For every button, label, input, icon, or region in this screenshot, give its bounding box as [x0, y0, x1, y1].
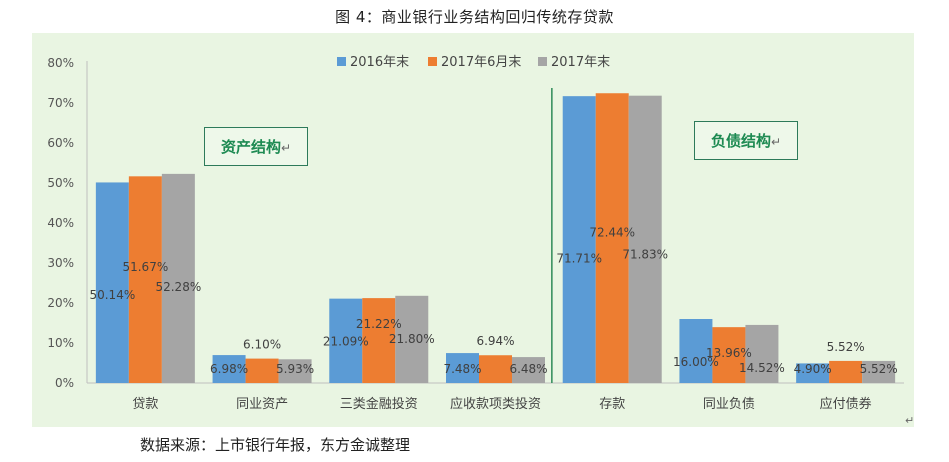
figure-title: 图 4：商业银行业务结构回归传统存贷款 — [335, 8, 614, 26]
data-label: 6.48% — [509, 362, 547, 376]
bar — [562, 96, 596, 383]
data-label: 14.52% — [739, 361, 785, 375]
data-label: 5.52% — [860, 362, 898, 376]
return-mark: ↵ — [771, 135, 782, 149]
bar — [862, 360, 896, 383]
data-label: 50.14% — [89, 288, 135, 302]
legend-swatch — [337, 57, 346, 66]
data-label: 71.83% — [622, 247, 668, 261]
bar — [245, 358, 279, 383]
data-label: 7.48% — [443, 362, 481, 376]
data-label: 71.71% — [556, 252, 602, 266]
bar — [595, 93, 629, 384]
bar — [278, 359, 312, 383]
data-label: 5.52% — [827, 340, 865, 354]
x-tick-label: 三类金融投资 — [340, 396, 418, 412]
bar — [362, 298, 396, 383]
chart-panel: 0% 10% 20% 30% 40% 50% 60% 70% 80% 贷款 50.14% 51.67%… — [32, 33, 914, 427]
data-label: 5.93% — [276, 362, 314, 376]
data-label: 21.22% — [356, 317, 402, 331]
bar — [829, 360, 863, 383]
legend-label: 2016年末 — [350, 55, 409, 70]
bar — [679, 319, 713, 383]
y-tick-label: 0% — [55, 376, 74, 390]
data-label: 21.80% — [389, 332, 435, 346]
x-tick-label: 应付债券 — [820, 396, 872, 412]
data-label: 51.67% — [122, 260, 168, 274]
bar-chart: 0% 10% 20% 30% 40% 50% 60% 70% 80% 贷款 50.14% 51.67%… — [47, 55, 904, 412]
bar — [128, 176, 162, 383]
bar — [745, 324, 779, 383]
data-label: 6.98% — [210, 362, 248, 376]
bar — [512, 357, 545, 383]
y-tick-label: 10% — [47, 336, 74, 350]
bar — [161, 173, 195, 383]
data-label: 21.09% — [323, 335, 369, 349]
liability-structure-label: 负债结构 — [711, 132, 772, 150]
bar — [95, 182, 129, 383]
x-tick-label: 应收款项类投资 — [450, 396, 541, 412]
legend-label: 2017年末 — [551, 55, 610, 70]
bar — [212, 355, 246, 383]
liability-structure-annotation: 负债结构↵ — [694, 121, 799, 160]
bar — [329, 298, 363, 383]
x-tick-label: 同业负债 — [703, 397, 755, 412]
y-tick-label: 20% — [47, 296, 74, 310]
asset-structure-label: 资产结构 — [221, 138, 282, 156]
y-tick-label: 30% — [47, 256, 74, 270]
legend-swatch — [538, 57, 547, 66]
y-tick-label: 40% — [47, 216, 74, 230]
y-tick-label: 50% — [47, 176, 74, 190]
data-label: 6.94% — [476, 334, 514, 348]
x-tick-label: 存款 — [599, 397, 625, 412]
y-tick-label: 60% — [47, 136, 74, 150]
return-mark: ↵ — [905, 414, 915, 427]
legend-label: 2017年6月末 — [441, 55, 521, 70]
bar — [628, 95, 662, 384]
bar — [395, 295, 429, 383]
bar — [796, 363, 830, 383]
data-label: 13.96% — [706, 346, 752, 360]
return-mark: ↵ — [281, 141, 292, 155]
data-label: 6.10% — [243, 338, 281, 352]
bar — [446, 353, 479, 383]
data-label: 52.28% — [155, 280, 201, 294]
data-label: 16.00% — [673, 355, 719, 369]
y-tick-label: 80% — [47, 56, 74, 70]
x-tick-label: 同业资产 — [236, 397, 288, 412]
data-label: 72.44% — [589, 225, 635, 239]
bar — [712, 327, 746, 383]
legend-swatch — [428, 57, 437, 66]
data-source-note: 数据来源：上市银行年报，东方金诚整理 — [140, 436, 411, 454]
data-label: 4.90% — [794, 362, 832, 376]
asset-structure-annotation: 资产结构↵ — [204, 127, 309, 166]
x-tick-label: 贷款 — [132, 397, 158, 412]
y-tick-label: 70% — [47, 96, 74, 110]
bar — [479, 355, 512, 383]
